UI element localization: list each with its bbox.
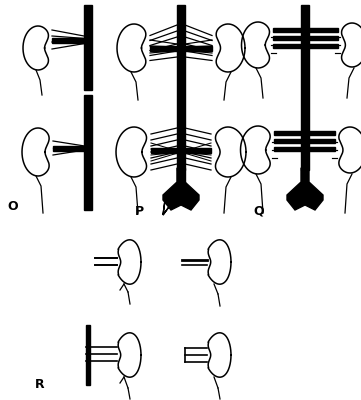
Text: O: O	[7, 200, 18, 213]
Polygon shape	[301, 5, 309, 170]
Text: P: P	[135, 205, 144, 218]
Polygon shape	[274, 139, 301, 143]
Polygon shape	[163, 168, 199, 210]
Polygon shape	[274, 131, 301, 135]
Polygon shape	[242, 22, 270, 68]
Polygon shape	[116, 127, 147, 177]
Polygon shape	[185, 148, 211, 152]
Polygon shape	[309, 131, 335, 135]
Polygon shape	[163, 185, 185, 215]
Polygon shape	[23, 26, 48, 70]
Polygon shape	[118, 333, 141, 377]
Polygon shape	[309, 44, 338, 48]
Polygon shape	[339, 127, 361, 173]
Polygon shape	[274, 147, 301, 151]
Polygon shape	[240, 126, 270, 174]
Polygon shape	[177, 5, 185, 170]
Polygon shape	[342, 23, 361, 67]
Polygon shape	[216, 127, 246, 177]
Polygon shape	[86, 325, 90, 385]
Polygon shape	[84, 5, 92, 90]
Polygon shape	[118, 240, 141, 284]
Text: R: R	[35, 378, 45, 391]
Polygon shape	[117, 24, 146, 72]
Polygon shape	[84, 95, 92, 210]
Polygon shape	[273, 44, 301, 48]
Polygon shape	[216, 24, 245, 72]
Text: Q: Q	[253, 205, 264, 218]
Polygon shape	[52, 38, 84, 42]
Polygon shape	[309, 147, 335, 151]
Polygon shape	[150, 46, 177, 50]
Polygon shape	[185, 46, 212, 50]
Polygon shape	[309, 36, 338, 40]
Polygon shape	[273, 36, 301, 40]
Polygon shape	[309, 28, 338, 32]
Polygon shape	[287, 168, 323, 210]
Polygon shape	[208, 333, 231, 377]
Polygon shape	[151, 148, 177, 152]
Polygon shape	[273, 28, 301, 32]
Polygon shape	[177, 168, 185, 185]
Polygon shape	[309, 139, 335, 143]
Polygon shape	[208, 240, 231, 284]
Polygon shape	[22, 128, 49, 176]
Polygon shape	[53, 146, 84, 150]
